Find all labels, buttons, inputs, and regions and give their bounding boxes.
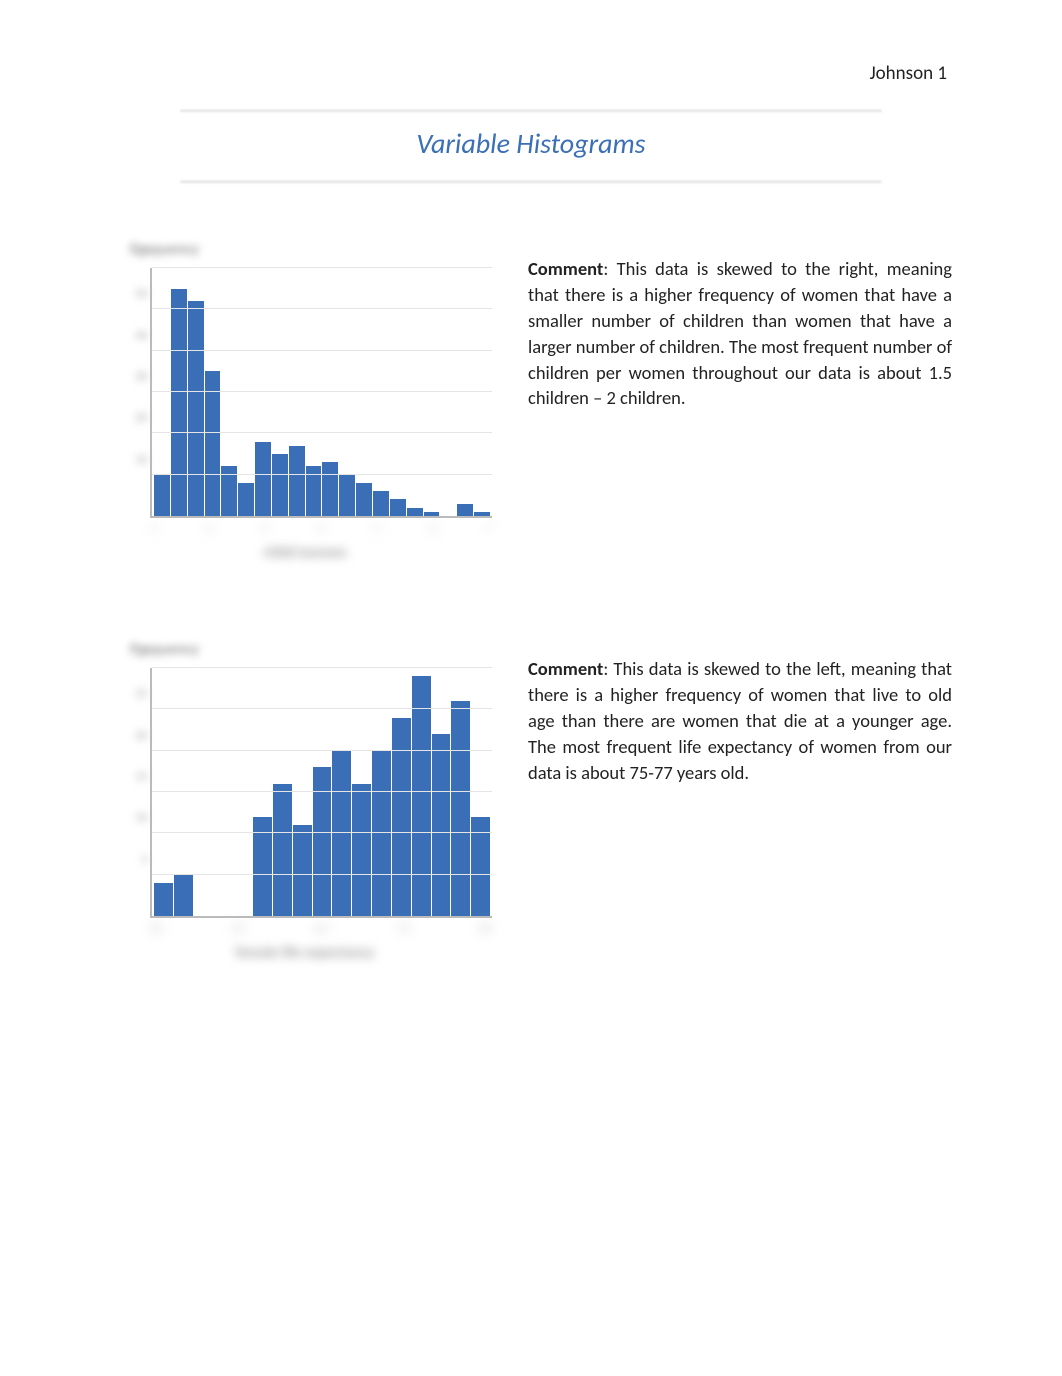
histogram-bar (273, 784, 292, 916)
chart1-plot-area: 102030405060 (150, 268, 492, 518)
gridline (152, 708, 492, 709)
comment2-label: Comment (528, 657, 603, 680)
gridline (152, 391, 492, 392)
histogram-bar (289, 446, 305, 516)
histogram-bar (205, 371, 221, 516)
chart2-bars (152, 668, 492, 916)
gridline (152, 308, 492, 309)
ytick-label: 5 (122, 852, 148, 867)
histogram-chart-1: Frequency 102030405060 1234567 child/wom… (110, 238, 500, 568)
document-page: Johnson 1 Variable Histograms Frequency … (0, 0, 1062, 1376)
ytick-label: 30 (122, 646, 148, 661)
gridline (152, 350, 492, 351)
histogram-bar (457, 504, 473, 516)
histogram-bar (412, 676, 431, 916)
histogram-bar (171, 289, 187, 516)
chart2-xlabel: female life expectancy (110, 944, 500, 962)
histogram-bar (313, 767, 332, 916)
chart2-xticks: 4050607080 (150, 922, 492, 938)
histogram-bar (451, 701, 470, 916)
ytick-label: 50 (122, 287, 148, 302)
histogram-bar (174, 875, 193, 916)
ytick-label: 25 (122, 687, 148, 702)
histogram-bar (322, 462, 338, 516)
ytick-label: 20 (122, 728, 148, 743)
histogram-bar (339, 475, 355, 516)
ytick-label: 40 (122, 328, 148, 343)
ytick-label: 30 (122, 370, 148, 385)
histogram-bar (188, 301, 204, 516)
histogram-bar (154, 475, 170, 516)
chart1-xticks: 1234567 (150, 522, 492, 538)
histogram-bar (352, 784, 371, 916)
gridline (152, 267, 492, 268)
gridline (152, 874, 492, 875)
title-block: Variable Histograms (110, 110, 952, 183)
histogram-chart-2: Frequency 51015202530 4050607080 female … (110, 638, 500, 968)
histogram-bar (293, 825, 312, 916)
histogram-bar (255, 442, 271, 516)
ytick-label: 10 (122, 811, 148, 826)
ytick-label: 10 (122, 452, 148, 467)
chart2-plot-area: 51015202530 (150, 668, 492, 918)
gridline (152, 474, 492, 475)
histogram-bar (238, 483, 254, 516)
gridline (152, 667, 492, 668)
histogram-bar (373, 491, 389, 516)
ytick-label: 20 (122, 411, 148, 426)
page-title: Variable Histograms (110, 126, 952, 161)
histogram-bar (390, 499, 406, 516)
comment1-label: Comment (528, 257, 603, 280)
histogram-bar (392, 718, 411, 916)
ytick-label: 60 (122, 246, 148, 261)
gridline (152, 791, 492, 792)
title-rule-bottom (180, 181, 882, 183)
section-chart-2: Frequency 51015202530 4050607080 female … (110, 638, 952, 968)
comment-block-1: Comment: This data is skewed to the righ… (528, 238, 952, 411)
histogram-bar (432, 734, 451, 916)
gridline (152, 432, 492, 433)
histogram-bar (424, 512, 440, 516)
chart1-xlabel: child/women (110, 544, 500, 562)
ytick-label: 15 (122, 770, 148, 785)
histogram-bar (407, 508, 423, 516)
chart1-bars (152, 268, 492, 516)
histogram-bar (356, 483, 372, 516)
histogram-bar (474, 512, 490, 516)
gridline (152, 832, 492, 833)
title-rule-top (180, 110, 882, 112)
section-chart-1: Frequency 102030405060 1234567 child/wom… (110, 238, 952, 568)
page-header-name: Johnson 1 (870, 62, 947, 85)
histogram-bar (272, 454, 288, 516)
comment-block-2: Comment: This data is skewed to the left… (528, 638, 952, 785)
gridline (152, 750, 492, 751)
histogram-bar (154, 883, 173, 916)
